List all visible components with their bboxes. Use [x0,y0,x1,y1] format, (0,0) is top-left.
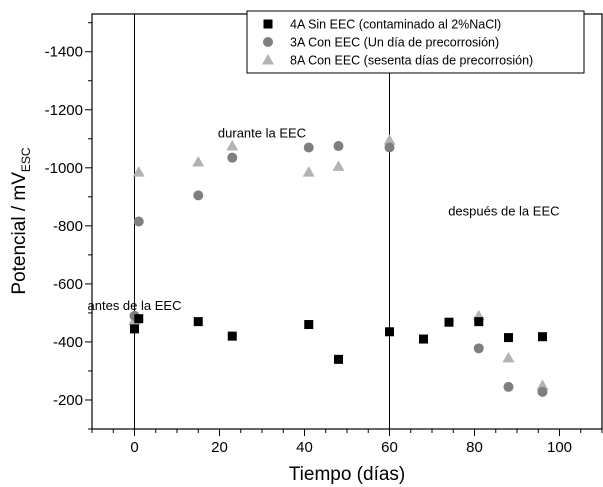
axes: 0 20 40 60 80 100 -200 -400 -600 -800 -1000 -1200 -1… [45,22,603,456]
legend: 4A Sin EEC (contaminado al 2%NaCl) 3A Con… [246,10,585,74]
legend-marker-triangle [262,54,274,65]
data-points [128,134,549,397]
data-point-triangle [302,166,315,177]
data-point-triangle [383,134,396,145]
data-point-circle [473,343,484,354]
data-point-square [474,317,484,327]
data-point-square [538,332,547,342]
data-point-circle [133,216,144,227]
data-point-square [385,327,394,337]
x-tick-label: 20 [211,439,228,456]
data-point-square [504,333,513,343]
data-point-triangle [192,156,205,167]
data-point-triangle [332,160,345,171]
data-point-triangle [536,379,549,390]
data-point-triangle [132,166,145,177]
y-tick-label: -800 [53,218,83,235]
data-point-square [227,331,237,341]
x-tick-label: 60 [381,439,398,456]
data-point-circle [537,386,548,397]
legend-label: 4A Sin EEC (contaminado al 2%NaCl) [290,18,501,32]
y-axis-title: Potencial / mVESC [9,147,33,295]
annotation-label: durante la EEC [218,125,306,140]
x-tick-label: 0 [130,439,138,456]
annotation-label: antes de la EEC [88,298,182,313]
x-tick-label: 80 [466,439,483,456]
data-point-square [134,314,144,324]
data-point-square [419,334,428,344]
y-tick-label: -400 [53,334,83,351]
annotations: antes de la EEC durante la EEC después de … [88,125,560,313]
data-point-triangle [226,140,239,151]
data-point-square [304,320,314,330]
data-point-circle [503,381,514,392]
x-axis-title: Tiempo (días) [289,464,406,485]
y-tick-label: -600 [53,276,83,293]
y-axis-title-subscript: ESC [19,147,33,172]
y-tick-label: -1200 [45,102,83,119]
legend-marker-circle [263,37,273,47]
data-point-square [444,317,454,327]
legend-label: 3A Con EEC (Un día de precorrosión) [290,36,499,50]
data-point-square [130,324,139,334]
data-point-square [334,354,343,364]
x-tick-label: 100 [547,439,572,456]
legend-marker-square [263,19,273,29]
legend-box [246,10,585,74]
data-point-circle [333,141,344,152]
y-tick-label: -200 [53,392,83,409]
y-tick-label: -1000 [45,160,83,177]
x-tick-label: 40 [296,439,313,456]
phase-divider-lines [134,14,390,429]
y-axis-title-main: Potencial / mV [9,172,30,295]
y-tick-label: -1400 [45,44,83,61]
data-point-square [193,317,203,327]
annotation-label: después de la EEC [448,204,559,219]
data-point-circle [303,142,314,153]
data-point-circle [384,142,395,153]
legend-label: 8A Con EEC (sesenta días de precorrosión… [290,54,533,68]
data-point-triangle [502,351,515,363]
data-point-circle [227,152,238,163]
plot-frame [91,13,603,430]
data-point-circle [193,190,204,201]
